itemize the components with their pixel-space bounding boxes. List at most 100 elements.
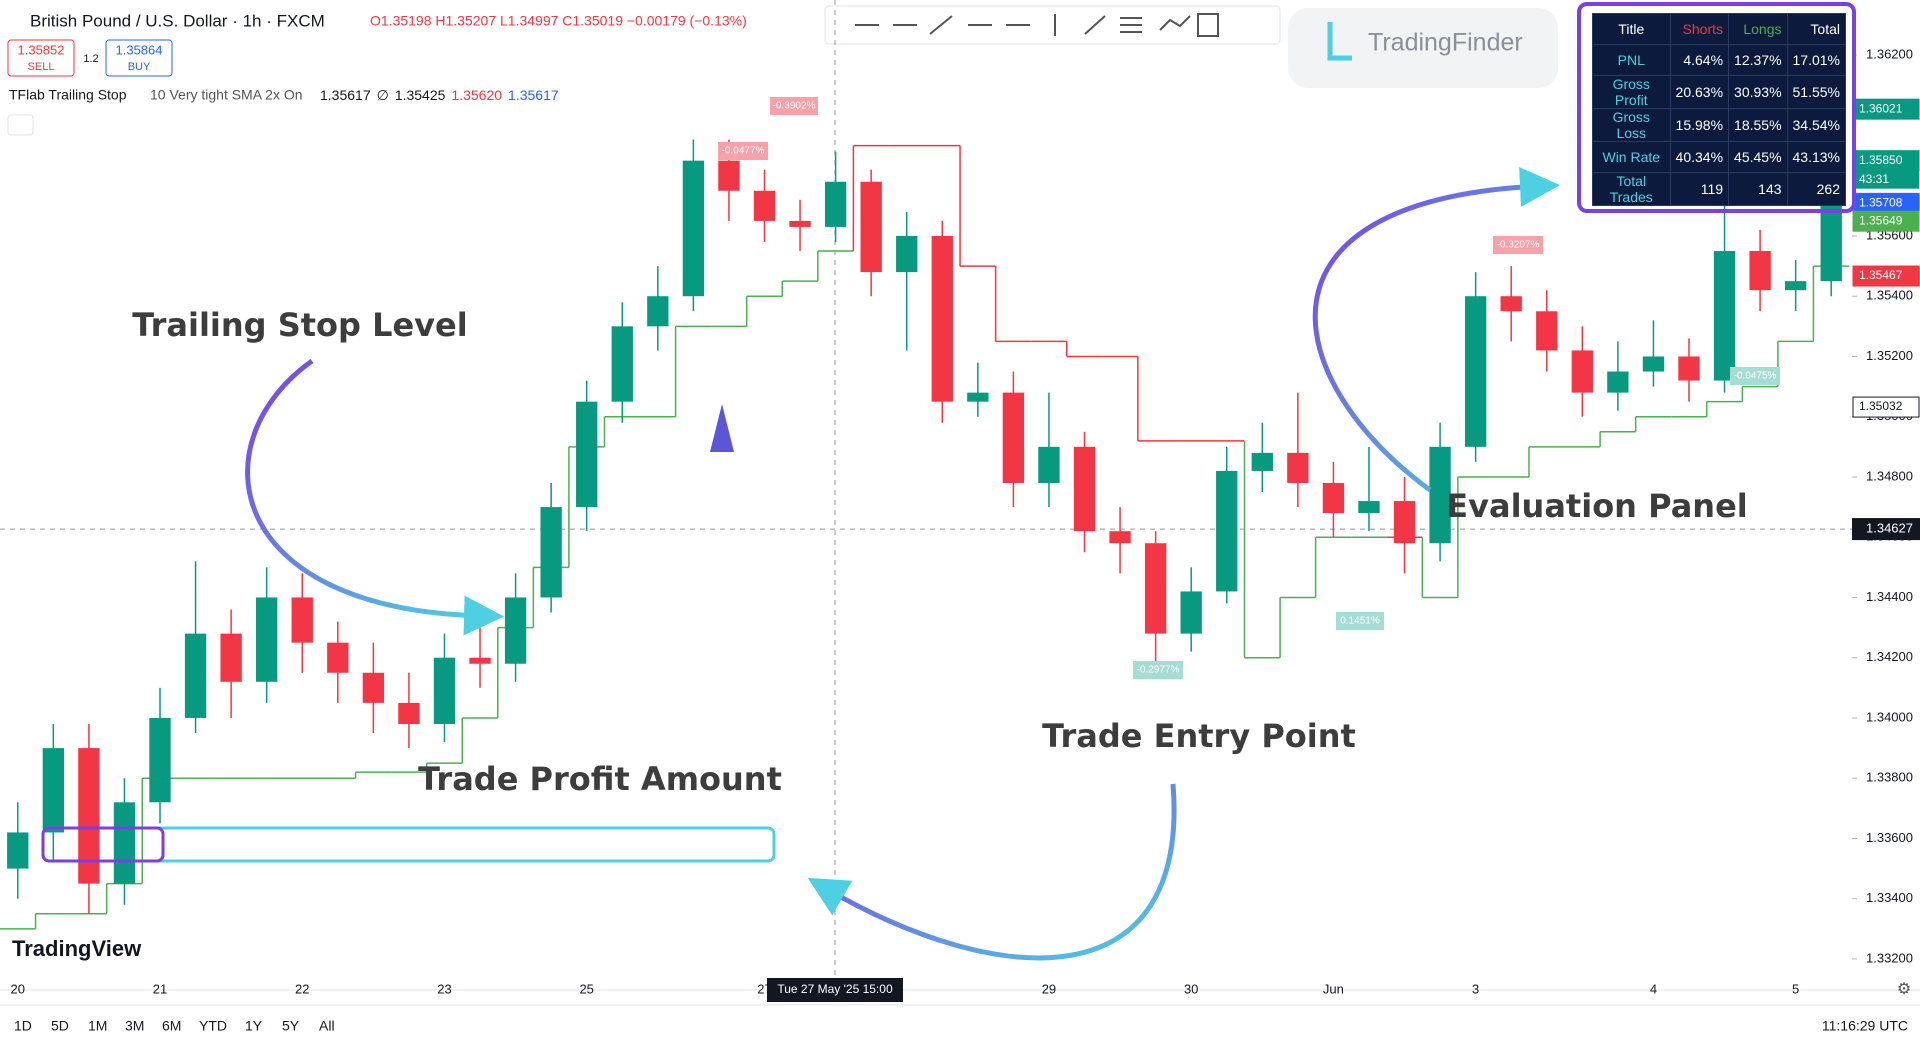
price-tag	[1852, 265, 1920, 287]
buy-label[interactable]: BUY	[128, 61, 151, 73]
candle-body	[647, 296, 669, 327]
candle-body	[1784, 281, 1807, 291]
toolbar-icons	[855, 13, 1219, 37]
candle-body	[1144, 543, 1167, 634]
candle-body	[78, 748, 100, 884]
candle-body	[184, 633, 207, 718]
candle-body	[1464, 296, 1487, 447]
range-button[interactable]: 5Y	[282, 1018, 300, 1034]
panel-cell: 43.13%	[1786, 141, 1847, 173]
y-tick-label: 1.33600	[1866, 830, 1913, 845]
candle-body	[42, 748, 65, 833]
trade-label: -0.3207%	[1497, 240, 1540, 251]
y-tick-label: 1.36200	[1866, 47, 1913, 62]
x-tick-label: Jun	[1323, 981, 1344, 996]
arrow	[807, 783, 1177, 961]
candle-body	[931, 235, 953, 402]
candle-body	[1536, 311, 1558, 351]
annotations: Trailing Stop Level Trade Profit Amount …	[41, 2, 1856, 961]
candle-body	[433, 657, 456, 724]
watermark: TradingView	[12, 936, 142, 961]
candle-body	[1287, 452, 1309, 483]
x-tick-label: 25	[579, 981, 593, 996]
range-button[interactable]: 1Y	[245, 1018, 263, 1034]
range-button[interactable]: 1D	[14, 1018, 32, 1034]
price-tag-label: 1.35850	[1859, 153, 1903, 167]
trade-label: -0.2977%	[1137, 665, 1180, 676]
candle-body	[1251, 452, 1273, 471]
price-tag-label: 1.35467	[1859, 268, 1903, 282]
annotation: Trailing Stop Level	[132, 306, 467, 344]
panel-cell: Longs	[1728, 13, 1788, 45]
candle-body	[113, 802, 136, 884]
candle-body	[362, 672, 385, 703]
range-button[interactable]: 1M	[88, 1018, 107, 1034]
countdown: 43:31	[1859, 172, 1889, 186]
trade-label: -0.3902%	[773, 101, 816, 112]
evaluation-panel: Title Shorts Longs Total PNL 4.64% 12.37% 17.01…	[1592, 13, 1847, 206]
candle-body	[504, 597, 527, 664]
crosshair-price: 1.34627	[1866, 521, 1913, 536]
annotation: Trade Entry Point	[1042, 717, 1356, 755]
price-tag	[1852, 396, 1920, 418]
candle-body	[149, 717, 171, 803]
candle-body	[1713, 251, 1736, 381]
settings[interactable]: ⚙	[1897, 981, 1911, 998]
candle-body	[753, 190, 776, 221]
panel-cell: 15.98%	[1669, 108, 1730, 142]
price-tag-label: 1.35708	[1859, 196, 1903, 210]
range-button[interactable]: 3M	[125, 1018, 144, 1034]
panel-row: Gross Profit 20.63% 30.93% 51.55%	[1592, 75, 1847, 109]
panel-cell: Total	[1786, 13, 1847, 45]
panel-row: Gross Loss 15.98% 18.55% 34.54%	[1592, 108, 1847, 142]
candle-body	[220, 633, 242, 682]
range-button[interactable]: 6M	[162, 1018, 181, 1034]
candle-body	[540, 507, 562, 598]
panel-box	[1577, 2, 1856, 213]
panel-cell: Shorts	[1669, 13, 1730, 45]
candle-body	[1216, 470, 1238, 592]
candle-body	[967, 392, 989, 402]
buy-price[interactable]: 1.35864	[116, 42, 163, 57]
candle-body	[1820, 205, 1842, 282]
sell-label[interactable]: SELL	[28, 61, 55, 73]
panel-cell: 20.63%	[1669, 75, 1730, 109]
symbol: British Pound / U.S. Dollar · 1h · FXCM	[30, 11, 325, 30]
range-button[interactable]: 5D	[51, 1018, 69, 1034]
candle-body	[1678, 356, 1700, 381]
panel-cell: 45.45%	[1728, 141, 1788, 173]
candle-body	[1073, 446, 1096, 532]
range-button[interactable]: All	[319, 1018, 335, 1034]
crosshair-time: Tue 27 May '25 15:00	[777, 982, 893, 996]
candle-body	[1393, 501, 1416, 544]
sell-price[interactable]: 1.35852	[18, 42, 65, 57]
range-button[interactable]: YTD	[199, 1018, 227, 1034]
panel-cell: 18.55%	[1728, 108, 1788, 142]
candle-body	[682, 160, 705, 297]
x-tick-label: 30	[1184, 981, 1198, 996]
y-tick-label: 1.33400	[1866, 890, 1913, 905]
panel-cell: 12.37%	[1728, 44, 1788, 76]
clock: 11:16:29 UTC	[1822, 1018, 1908, 1034]
logo-bg	[1288, 8, 1558, 88]
drawing-toolbar[interactable]	[824, 5, 1281, 45]
candle-body	[469, 657, 491, 664]
candle-body	[7, 832, 29, 869]
candle-body	[718, 160, 740, 191]
crosshair-time-bg	[767, 978, 903, 1002]
candle-body	[1749, 251, 1771, 291]
candle-body	[291, 597, 313, 643]
y-tick-label: 1.33800	[1866, 770, 1913, 785]
x-tick-label: 29	[1042, 981, 1056, 996]
x-tick-label: 23	[437, 981, 451, 996]
price-tag-label: 1.35649	[1859, 213, 1903, 227]
y-tick-label: 1.33200	[1866, 950, 1913, 965]
countdown-bg	[1853, 170, 1919, 189]
price-tag	[1852, 210, 1920, 232]
candle-body	[1500, 296, 1522, 312]
candle-body	[1322, 482, 1345, 514]
panel-cell: 4.64%	[1669, 44, 1730, 76]
arrow-head	[710, 404, 734, 452]
x-tick-label: 20	[11, 981, 25, 996]
